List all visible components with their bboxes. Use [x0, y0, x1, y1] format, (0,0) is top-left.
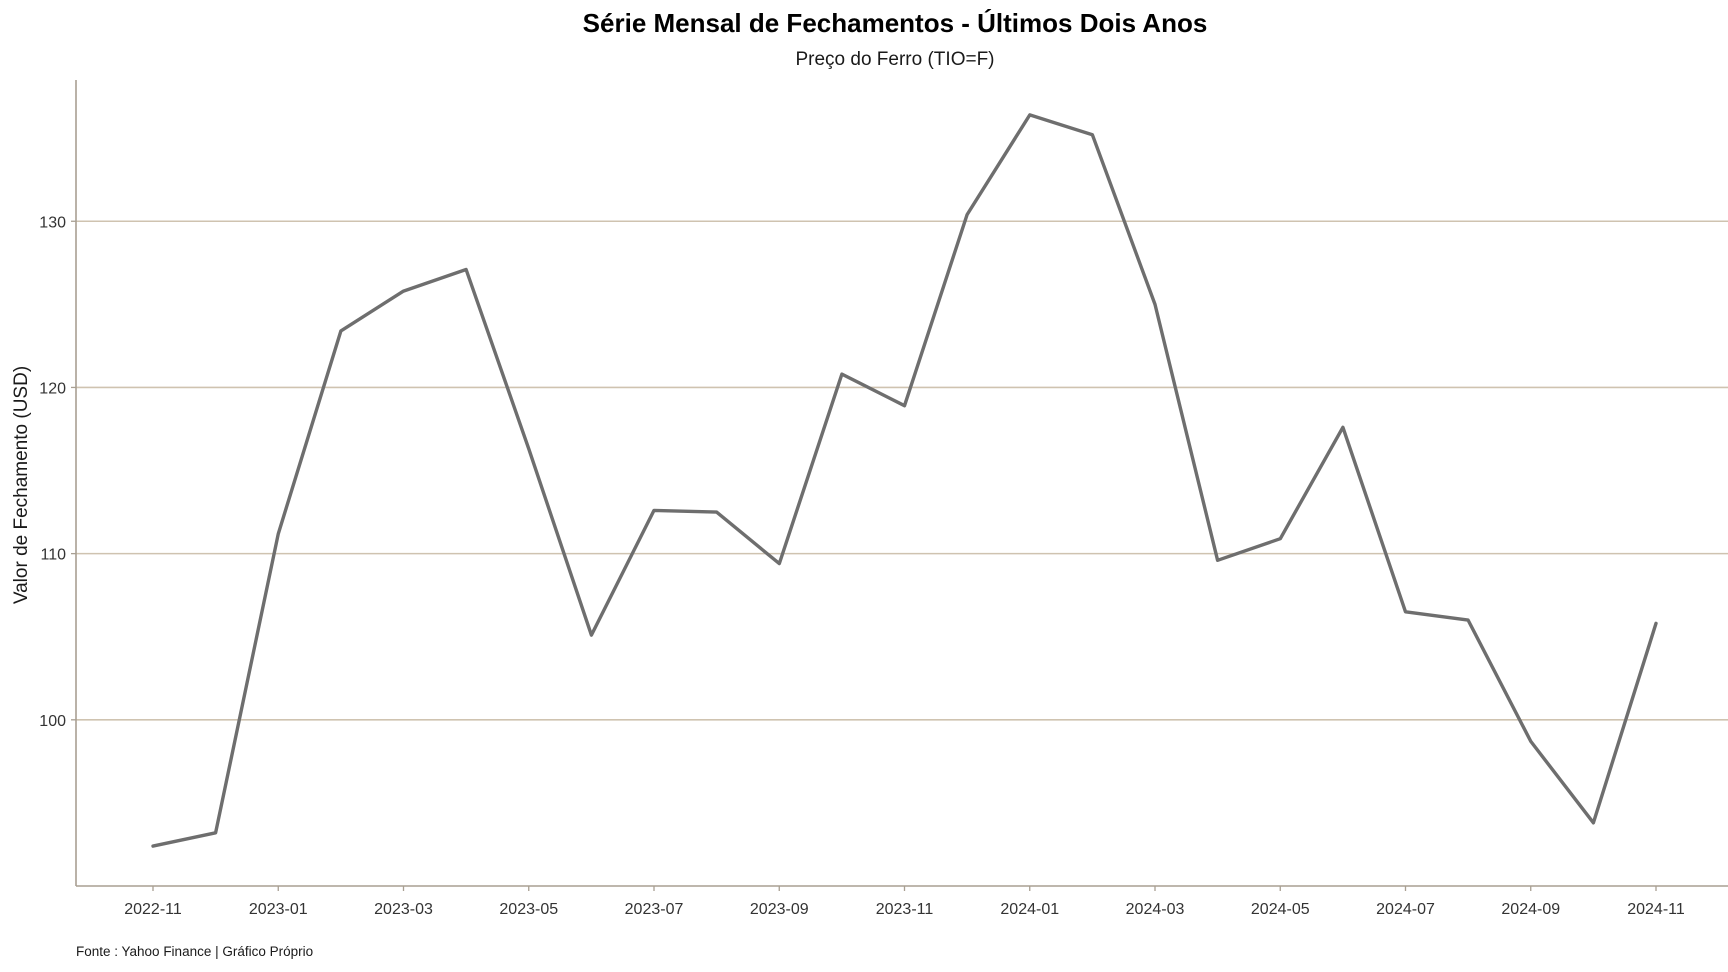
x-tick-label: 2024-09 — [1501, 901, 1560, 918]
chart-title: Série Mensal de Fechamentos - Últimos Do… — [583, 8, 1208, 38]
x-tick-label: 2024-03 — [1126, 901, 1185, 918]
x-tick-label: 2023-11 — [876, 901, 934, 918]
gridlines — [76, 220, 1728, 721]
x-tick-label: 2024-05 — [1251, 901, 1310, 918]
x-tick-label: 2022-11 — [124, 901, 182, 918]
y-axis-title: Valor de Fechamento (USD) — [11, 366, 32, 604]
series-layer — [151, 113, 1658, 848]
axes — [75, 80, 1728, 887]
chart-subtitle: Preço do Ferro (TIO=F) — [795, 49, 994, 70]
x-tick-label: 2023-09 — [750, 901, 809, 918]
y-axis-ticks: 100 110 120 130 — [39, 214, 76, 730]
x-tick-label: 2023-03 — [374, 901, 433, 918]
x-tick-label: 2024-01 — [1000, 901, 1059, 918]
chart-caption: Fonte : Yahoo Finance | Gráfico Próprio — [76, 944, 313, 959]
x-tick-label: 2023-01 — [249, 901, 308, 918]
x-axis-ticks: 2022-11 2023-01 2023-03 2023-05 2023-07 2023-… — [124, 886, 1685, 918]
x-tick-label: 2024-07 — [1376, 901, 1435, 918]
y-tick-label: 100 — [39, 713, 66, 730]
y-tick-label: 130 — [39, 214, 66, 231]
y-tick-label: 120 — [39, 380, 66, 397]
x-tick-label: 2023-07 — [625, 901, 684, 918]
x-tick-label: 2023-05 — [499, 901, 558, 918]
x-tick-label: 2024-11 — [1627, 901, 1685, 918]
series-line — [151, 113, 1658, 848]
y-tick-label: 110 — [40, 547, 66, 564]
